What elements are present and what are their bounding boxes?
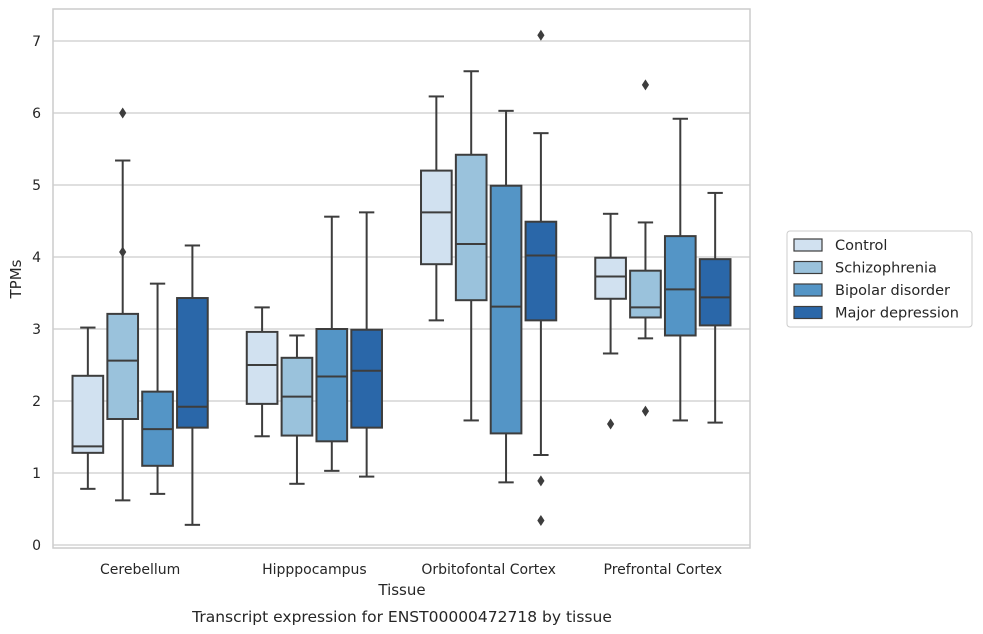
y-tick-label: 7 <box>32 34 41 50</box>
legend-swatch <box>793 238 823 252</box>
x-ticks: Cerebellum Hipppocampus Orbitofontal Corte… <box>100 562 722 578</box>
y-tick-label: 4 <box>32 250 41 266</box>
x-tick-label: Cerebellum <box>100 562 180 578</box>
box-2-3 <box>524 29 558 527</box>
y-tick-label: 0 <box>32 538 41 554</box>
box-2-0 <box>420 95 453 322</box>
box-0-0 <box>71 326 105 490</box>
box-body <box>524 220 558 322</box>
y-tick-label: 2 <box>32 394 41 410</box>
box-body <box>350 328 383 429</box>
box-0-1 <box>106 107 140 502</box>
box-body <box>454 153 488 302</box>
box-body <box>71 374 105 454</box>
y-tick-label: 6 <box>32 106 41 122</box>
plot-frame <box>52 8 751 549</box>
box-3-2 <box>663 117 697 422</box>
outlier-point <box>607 418 615 430</box>
x-tick-label: Orbitofontal Cortex <box>421 562 556 578</box>
outlier-point <box>641 79 650 91</box>
y-tick-label: 5 <box>32 178 41 194</box>
x-tick-label: Hipppocampus <box>262 562 367 578</box>
outlier-point <box>119 246 127 258</box>
box-1-0 <box>245 306 279 438</box>
caption: Transcript expression for ENST0000047271… <box>191 608 612 626</box>
box-body <box>663 235 697 337</box>
box-body <box>420 169 453 266</box>
box-body <box>106 312 140 421</box>
outlier-point <box>641 405 650 417</box>
box-1-1 <box>280 334 314 485</box>
y-ticks: 0 1 2 3 4 5 6 7 <box>32 34 41 554</box>
box-2-1 <box>454 70 488 422</box>
box-2-2 <box>489 109 523 484</box>
box-3-0 <box>594 212 627 430</box>
outlier-point <box>537 515 545 527</box>
legend-swatch <box>793 283 823 297</box>
box-body <box>315 328 349 443</box>
legend-label: Bipolar disorder <box>835 283 950 299</box>
boxes <box>71 29 732 527</box>
legend-frame <box>786 230 973 328</box>
box-0-3 <box>176 244 209 526</box>
x-tick-label: Prefrontal Cortex <box>604 562 723 578</box>
box-body <box>176 297 209 429</box>
legend-swatch <box>793 305 823 320</box>
box-body <box>594 256 627 300</box>
legend-swatch <box>793 260 823 275</box>
x-axis-title: Tissue <box>377 581 425 599</box>
box-body <box>629 269 662 319</box>
y-tick-label: 3 <box>32 322 41 338</box>
outlier-point <box>537 475 545 487</box>
legend-label: Major depression <box>835 306 959 322</box>
box-body <box>489 184 523 435</box>
box-body <box>698 258 732 327</box>
outlier-point <box>119 107 127 119</box>
box-1-2 <box>315 215 349 472</box>
y-axis-title: TPMs <box>7 259 25 299</box>
box-body <box>245 330 279 405</box>
box-0-2 <box>141 282 174 495</box>
legend-label: Schizophrenia <box>835 261 937 277</box>
box-1-3 <box>350 211 383 478</box>
legend: Control Schizophrenia Bipolar disorder Majo… <box>786 230 973 328</box>
y-tick-label: 1 <box>32 466 41 482</box>
box-3-3 <box>698 191 732 424</box>
outlier-point <box>537 29 545 41</box>
legend-label: Control <box>835 238 887 254</box>
box-3-1 <box>629 79 662 417</box>
